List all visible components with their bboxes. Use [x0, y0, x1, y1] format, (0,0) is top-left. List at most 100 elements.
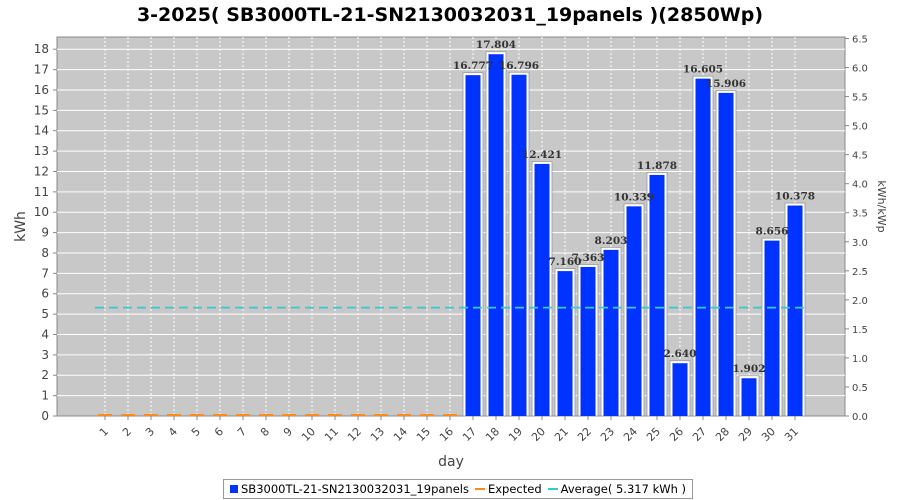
data-label: 15.906 — [706, 78, 746, 90]
x-tick-label: 18 — [483, 425, 502, 444]
x-tick-label: 27 — [690, 425, 709, 444]
y-tick-label: 13 — [34, 144, 49, 158]
y-tick-label: 10 — [34, 205, 49, 219]
y-tick-label: 9 — [41, 226, 49, 240]
bar — [787, 205, 803, 416]
data-label: 7.363 — [572, 252, 605, 264]
legend-label-average: Average( 5.317 kWh ) — [560, 482, 687, 496]
x-tick-label: 8 — [258, 425, 272, 439]
bar — [718, 92, 734, 417]
x-tick-label: 21 — [552, 425, 571, 444]
x-tick-label: 26 — [667, 425, 686, 444]
bar — [695, 78, 711, 416]
bar — [465, 75, 481, 417]
bar — [488, 54, 504, 416]
y-tick-label: 3 — [41, 348, 49, 362]
bar — [741, 378, 757, 416]
x-tick-label: 7 — [235, 425, 249, 439]
y2-tick-label: 3.5 — [852, 209, 868, 220]
y-tick-label: 15 — [34, 103, 49, 117]
bar — [580, 266, 596, 416]
y-tick-label: 11 — [34, 185, 49, 199]
x-tick-label: 9 — [281, 425, 295, 439]
legend-item-average: Average( 5.317 kWh ) — [547, 482, 687, 496]
x-tick-label: 25 — [644, 425, 663, 444]
x-tick-label: 14 — [391, 425, 410, 444]
x-tick-label: 11 — [322, 425, 341, 444]
y2-tick-label: 4.0 — [852, 180, 868, 191]
y2-tick-label: 0.5 — [852, 383, 868, 394]
data-label: 8.203 — [595, 235, 628, 247]
x-tick-label: 20 — [529, 425, 548, 444]
y2-tick-label: 5.0 — [852, 122, 868, 133]
x-tick-label: 28 — [713, 425, 732, 444]
data-label: 1.902 — [733, 363, 766, 375]
y2-tick-label: 3.0 — [852, 238, 868, 249]
x-tick-label: 17 — [460, 425, 479, 444]
y-tick-label: 8 — [41, 246, 49, 260]
y-tick-label: 18 — [34, 42, 49, 56]
x-tick-label: 1 — [97, 425, 111, 439]
y-tick-label: 14 — [34, 124, 49, 138]
legend-item-series: SB3000TL-21-SN2130032031_19panels — [230, 482, 469, 496]
y2-tick-label: 2.0 — [852, 296, 868, 307]
x-tick-label: 3 — [143, 425, 157, 439]
data-label: 17.804 — [476, 39, 516, 51]
y-tick-label: 5 — [41, 307, 49, 321]
data-label: 16.605 — [683, 64, 723, 76]
y-tick-label: 4 — [41, 327, 49, 341]
x-tick-label: 29 — [736, 425, 755, 444]
y2-tick-label: 2.5 — [852, 267, 868, 278]
x-tick-label: 31 — [782, 425, 801, 444]
bar — [672, 363, 688, 416]
y2-tick-label: 0.0 — [852, 412, 868, 423]
data-label: 12.421 — [522, 149, 562, 161]
y-axis-label: kWh — [13, 211, 29, 242]
data-label: 7.160 — [549, 256, 582, 268]
y-tick-label: 0 — [41, 409, 49, 423]
y2-tick-label: 1.5 — [852, 325, 868, 336]
bar — [511, 74, 527, 417]
data-label: 11.878 — [637, 160, 677, 172]
legend-swatch-average — [547, 488, 558, 490]
plot-background — [56, 36, 846, 417]
bar — [557, 271, 573, 416]
data-label: 8.656 — [756, 226, 789, 238]
x-tick-label: 10 — [299, 425, 318, 444]
bar — [626, 206, 642, 416]
chart-title: 3-2025( SB3000TL-21-SN2130032031_19panel… — [136, 4, 764, 26]
x-tick-label: 22 — [575, 425, 594, 444]
y2-tick-label: 4.5 — [852, 151, 868, 162]
data-label: 16.777 — [453, 60, 493, 72]
y-tick-label: 12 — [34, 164, 49, 178]
legend-item-expected: Expected — [474, 482, 542, 496]
y2-tick-label: 6.0 — [852, 64, 868, 75]
legend-swatch-expected — [474, 488, 485, 490]
data-label: 16.796 — [499, 60, 539, 72]
x-tick-label: 12 — [345, 425, 364, 444]
data-label: 10.378 — [775, 191, 815, 203]
legend-label-expected: Expected — [487, 482, 542, 496]
x-axis-label: day — [438, 454, 464, 470]
bar — [534, 163, 550, 416]
x-tick-label: 15 — [414, 425, 433, 444]
legend-label-series: SB3000TL-21-SN2130032031_19panels — [241, 482, 469, 496]
bar — [603, 249, 619, 416]
y-tick-label: 1 — [41, 389, 49, 403]
y2-tick-label: 5.5 — [852, 93, 868, 104]
x-tick-label: 6 — [212, 425, 226, 439]
x-tick-label: 19 — [506, 425, 525, 444]
y-tick-label: 2 — [41, 368, 49, 382]
y-tick-label: 7 — [41, 266, 49, 280]
bars-group — [95, 51, 806, 417]
bar — [764, 240, 780, 416]
y2-tick-label: 1.0 — [852, 354, 868, 365]
y2-tick-label: 6.5 — [852, 35, 868, 46]
legend: SB3000TL-21-SN2130032031_19panels Expect… — [223, 479, 694, 499]
x-tick-label: 30 — [759, 425, 778, 444]
y-tick-label: 17 — [34, 63, 49, 77]
bar — [649, 174, 665, 416]
y-tick-label: 16 — [34, 83, 49, 97]
